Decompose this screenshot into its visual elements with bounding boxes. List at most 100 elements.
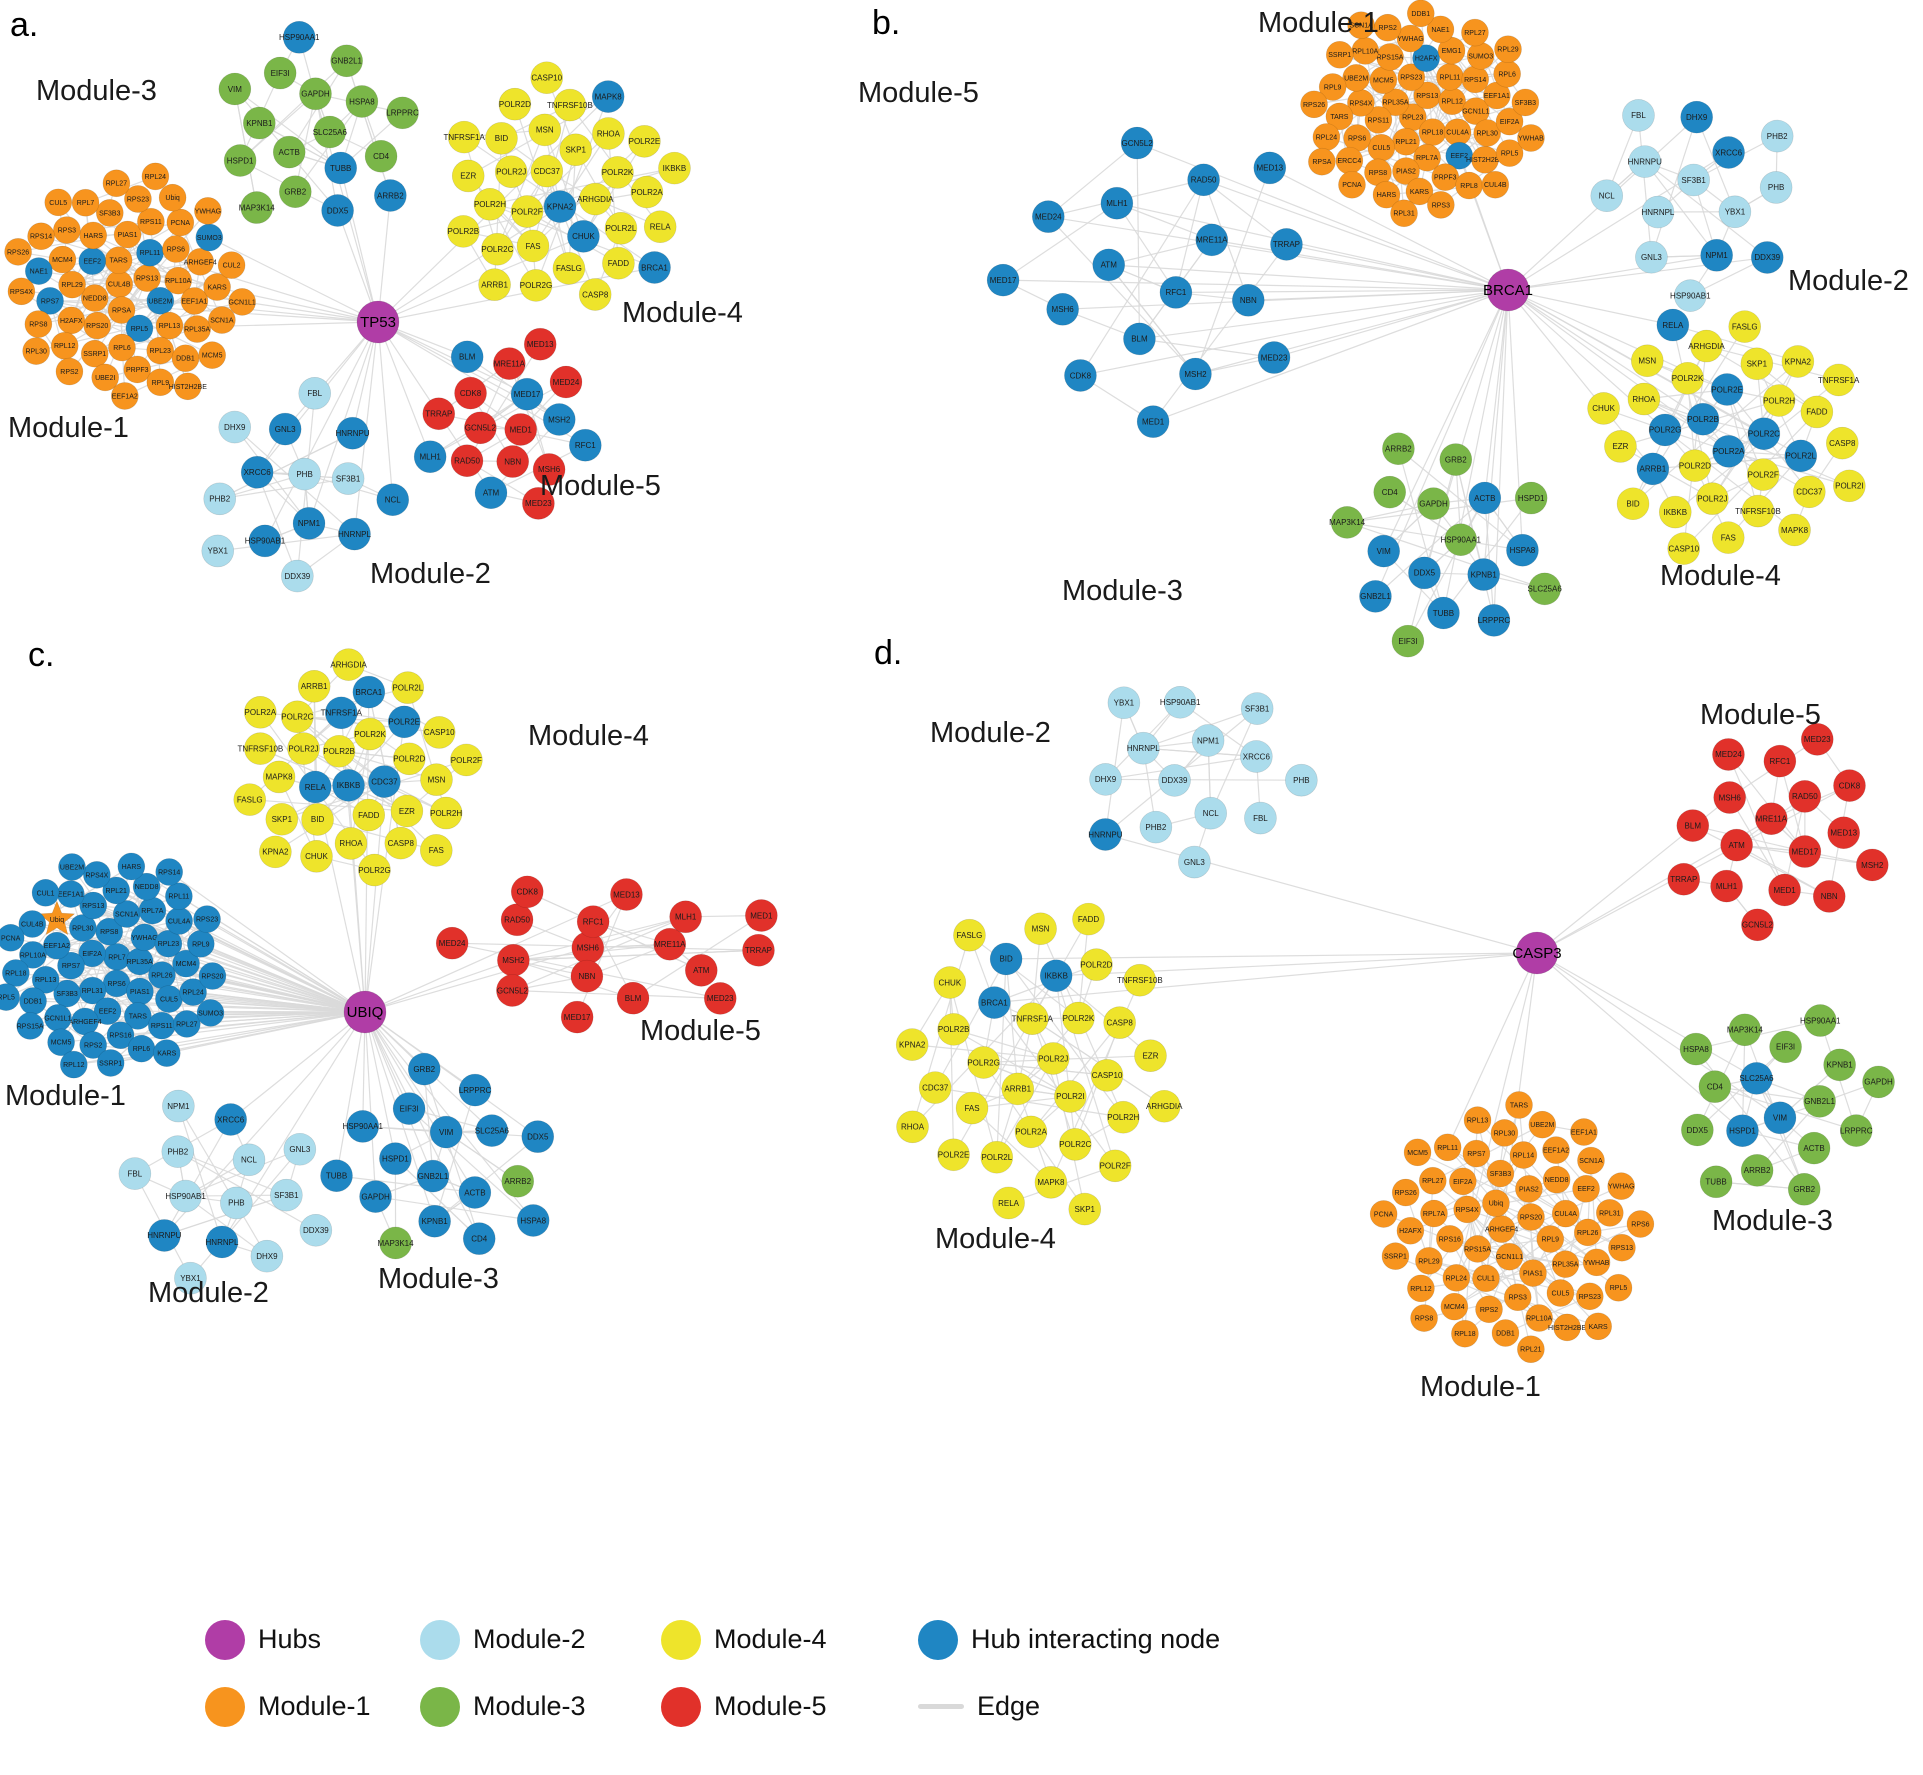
node-MED24[interactable]: MED24 bbox=[435, 926, 469, 960]
node-RPL27[interactable]: RPL27 bbox=[173, 1010, 201, 1038]
node-RPL10A[interactable]: RPL10A bbox=[1525, 1304, 1553, 1332]
node-RPS2[interactable]: RPS2 bbox=[1475, 1295, 1503, 1324]
node-HSP90AA1[interactable]: HSP90AA1 bbox=[1800, 1004, 1841, 1037]
node-RPS4X[interactable]: RPS4X bbox=[83, 861, 111, 889]
node-MCM5[interactable]: MCM5 bbox=[1369, 66, 1398, 94]
node-RHOA[interactable]: RHOA bbox=[334, 827, 368, 860]
node-HSP90AA1[interactable]: HSP90AA1 bbox=[343, 1110, 384, 1143]
node-CASP8[interactable]: CASP8 bbox=[1825, 426, 1859, 460]
node-DDX39[interactable]: DDX39 bbox=[1750, 241, 1784, 274]
node-POLR2J[interactable]: POLR2J bbox=[1036, 1042, 1070, 1075]
node-RPS26[interactable]: RPS26 bbox=[1300, 90, 1328, 119]
node-KARS[interactable]: KARS bbox=[152, 1039, 181, 1067]
node-RPL12[interactable]: RPL12 bbox=[59, 1050, 88, 1079]
node-POLR2C[interactable]: POLR2C bbox=[1747, 417, 1781, 450]
node-PIAS2[interactable]: PIAS2 bbox=[1392, 157, 1420, 185]
node-RPL10A[interactable]: RPL10A bbox=[1351, 37, 1380, 65]
node-RPS23[interactable]: RPS23 bbox=[1575, 1282, 1604, 1311]
node-MRE11A[interactable]: MRE11A bbox=[493, 347, 526, 380]
node-RPSA[interactable]: RPSA bbox=[107, 296, 136, 324]
node-BRCA1[interactable]: BRCA1 bbox=[352, 675, 386, 709]
hub-node-BRCA1[interactable]: BRCA1 bbox=[1483, 268, 1533, 312]
node-EZR[interactable]: EZR bbox=[451, 159, 485, 193]
node-RFC1[interactable]: RFC1 bbox=[1763, 744, 1797, 778]
node-RPL27[interactable]: RPL27 bbox=[1418, 1166, 1447, 1195]
node-TNFRSF1A[interactable]: TNFRSF1A bbox=[1012, 1002, 1054, 1036]
node-NCL[interactable]: NCL bbox=[232, 1143, 266, 1177]
node-FAS[interactable]: FAS bbox=[419, 834, 453, 867]
node-NEDD8[interactable]: NEDD8 bbox=[1542, 1165, 1571, 1194]
node-GCN1L1[interactable]: GCN1L1 bbox=[1495, 1242, 1524, 1271]
node-CD4[interactable]: CD4 bbox=[1698, 1070, 1732, 1103]
node-ARHGDIA[interactable]: ARHGDIA bbox=[330, 648, 367, 681]
node-PCNA[interactable]: PCNA bbox=[0, 924, 25, 952]
node-RPS7[interactable]: RPS7 bbox=[36, 287, 64, 315]
node-MED13[interactable]: MED13 bbox=[1827, 816, 1860, 850]
node-PHB[interactable]: PHB bbox=[1285, 763, 1318, 797]
node-MSH6[interactable]: MSH6 bbox=[1713, 781, 1746, 814]
node-RHOA[interactable]: RHOA bbox=[1627, 382, 1661, 416]
node-HSPA8[interactable]: HSPA8 bbox=[516, 1204, 550, 1237]
node-ARRB2[interactable]: ARRB2 bbox=[1740, 1154, 1774, 1187]
node-HSPD1[interactable]: HSPD1 bbox=[223, 144, 257, 177]
node-TNFRSF1A[interactable]: TNFRSF1A bbox=[443, 120, 485, 154]
node-PHB2[interactable]: PHB2 bbox=[1139, 810, 1173, 844]
node-HSPA8[interactable]: HSPA8 bbox=[1679, 1032, 1713, 1066]
node-SSRP1[interactable]: SSRP1 bbox=[96, 1049, 125, 1077]
node-BLM[interactable]: BLM bbox=[1676, 809, 1710, 842]
node-YWHAB[interactable]: YWHAB bbox=[1582, 1248, 1611, 1277]
node-MED23[interactable]: MED23 bbox=[522, 487, 555, 520]
node-MCM5[interactable]: MCM5 bbox=[47, 1028, 75, 1057]
node-CUL5[interactable]: CUL5 bbox=[155, 985, 183, 1013]
node-FASLG[interactable]: FASLG bbox=[953, 918, 986, 952]
node-CASP8[interactable]: CASP8 bbox=[1103, 1006, 1136, 1039]
node-HARS[interactable]: HARS bbox=[117, 852, 146, 881]
node-RPS23[interactable]: RPS23 bbox=[124, 185, 152, 213]
node-POLR2H[interactable]: POLR2H bbox=[1762, 384, 1796, 417]
node-CHUK[interactable]: CHUK bbox=[1587, 392, 1620, 425]
node-DDX39[interactable]: DDX39 bbox=[1158, 764, 1191, 797]
node-TRRAP[interactable]: TRRAP bbox=[742, 933, 775, 967]
node-NEDD8[interactable]: NEDD8 bbox=[80, 284, 109, 312]
node-POLR2E[interactable]: POLR2E bbox=[1710, 373, 1744, 406]
node-EIF2A[interactable]: EIF2A bbox=[1449, 1167, 1477, 1196]
node-POLR2A[interactable]: POLR2A bbox=[244, 695, 277, 729]
node-RPS3[interactable]: RPS3 bbox=[1503, 1283, 1532, 1312]
node-YBX1[interactable]: YBX1 bbox=[1107, 686, 1141, 720]
node-RPL6[interactable]: RPL6 bbox=[108, 333, 136, 362]
node-SCN1A[interactable]: SCN1A bbox=[208, 306, 236, 334]
node-LRPPRC[interactable]: LRPPRC bbox=[386, 96, 419, 130]
node-EIF3I[interactable]: EIF3I bbox=[1769, 1030, 1802, 1064]
node-SLC25A6[interactable]: SLC25A6 bbox=[313, 115, 348, 149]
node-HARS[interactable]: HARS bbox=[1372, 180, 1401, 209]
node-MLH1[interactable]: MLH1 bbox=[669, 900, 702, 934]
node-TNFRSF10B[interactable]: TNFRSF10B bbox=[547, 88, 593, 122]
node-HNRNPL[interactable]: HNRNPL bbox=[1127, 731, 1160, 765]
node-MLH1[interactable]: MLH1 bbox=[1100, 186, 1134, 220]
node-RPL27[interactable]: RPL27 bbox=[1461, 18, 1489, 47]
node-BID[interactable]: BID bbox=[989, 942, 1023, 976]
node-SUMO3[interactable]: SUMO3 bbox=[196, 999, 225, 1027]
node-GRB2[interactable]: GRB2 bbox=[1787, 1173, 1821, 1206]
node-ACTB[interactable]: ACTB bbox=[458, 1176, 492, 1209]
node-RPS13[interactable]: RPS13 bbox=[79, 891, 108, 920]
node-RPL35A[interactable]: RPL35A bbox=[183, 315, 211, 343]
node-MCM5[interactable]: MCM5 bbox=[1403, 1138, 1432, 1167]
node-CHUK[interactable]: CHUK bbox=[933, 966, 967, 999]
node-RELA[interactable]: RELA bbox=[643, 210, 677, 244]
node-RPS4X[interactable]: RPS4X bbox=[1453, 1195, 1481, 1224]
node-ERCC4[interactable]: ERCC4 bbox=[1335, 146, 1364, 175]
node-MED24[interactable]: MED24 bbox=[1712, 738, 1745, 771]
node-POLR2B[interactable]: POLR2B bbox=[1686, 402, 1720, 436]
node-MSN[interactable]: MSN bbox=[1024, 912, 1057, 946]
node-NPM1[interactable]: NPM1 bbox=[1191, 724, 1225, 757]
node-NPM1[interactable]: NPM1 bbox=[162, 1089, 195, 1123]
node-RPL7A[interactable]: RPL7A bbox=[1413, 143, 1441, 172]
node-POLR2J[interactable]: POLR2J bbox=[287, 732, 320, 765]
node-MAP3K14[interactable]: MAP3K14 bbox=[239, 191, 276, 224]
node-EIF3I[interactable]: EIF3I bbox=[263, 56, 297, 90]
node-RPL8[interactable]: RPL8 bbox=[1455, 171, 1483, 200]
node-RPS8[interactable]: RPS8 bbox=[95, 917, 124, 946]
node-PIAS1[interactable]: PIAS1 bbox=[126, 977, 154, 1006]
node-RPL9[interactable]: RPL9 bbox=[146, 368, 175, 397]
